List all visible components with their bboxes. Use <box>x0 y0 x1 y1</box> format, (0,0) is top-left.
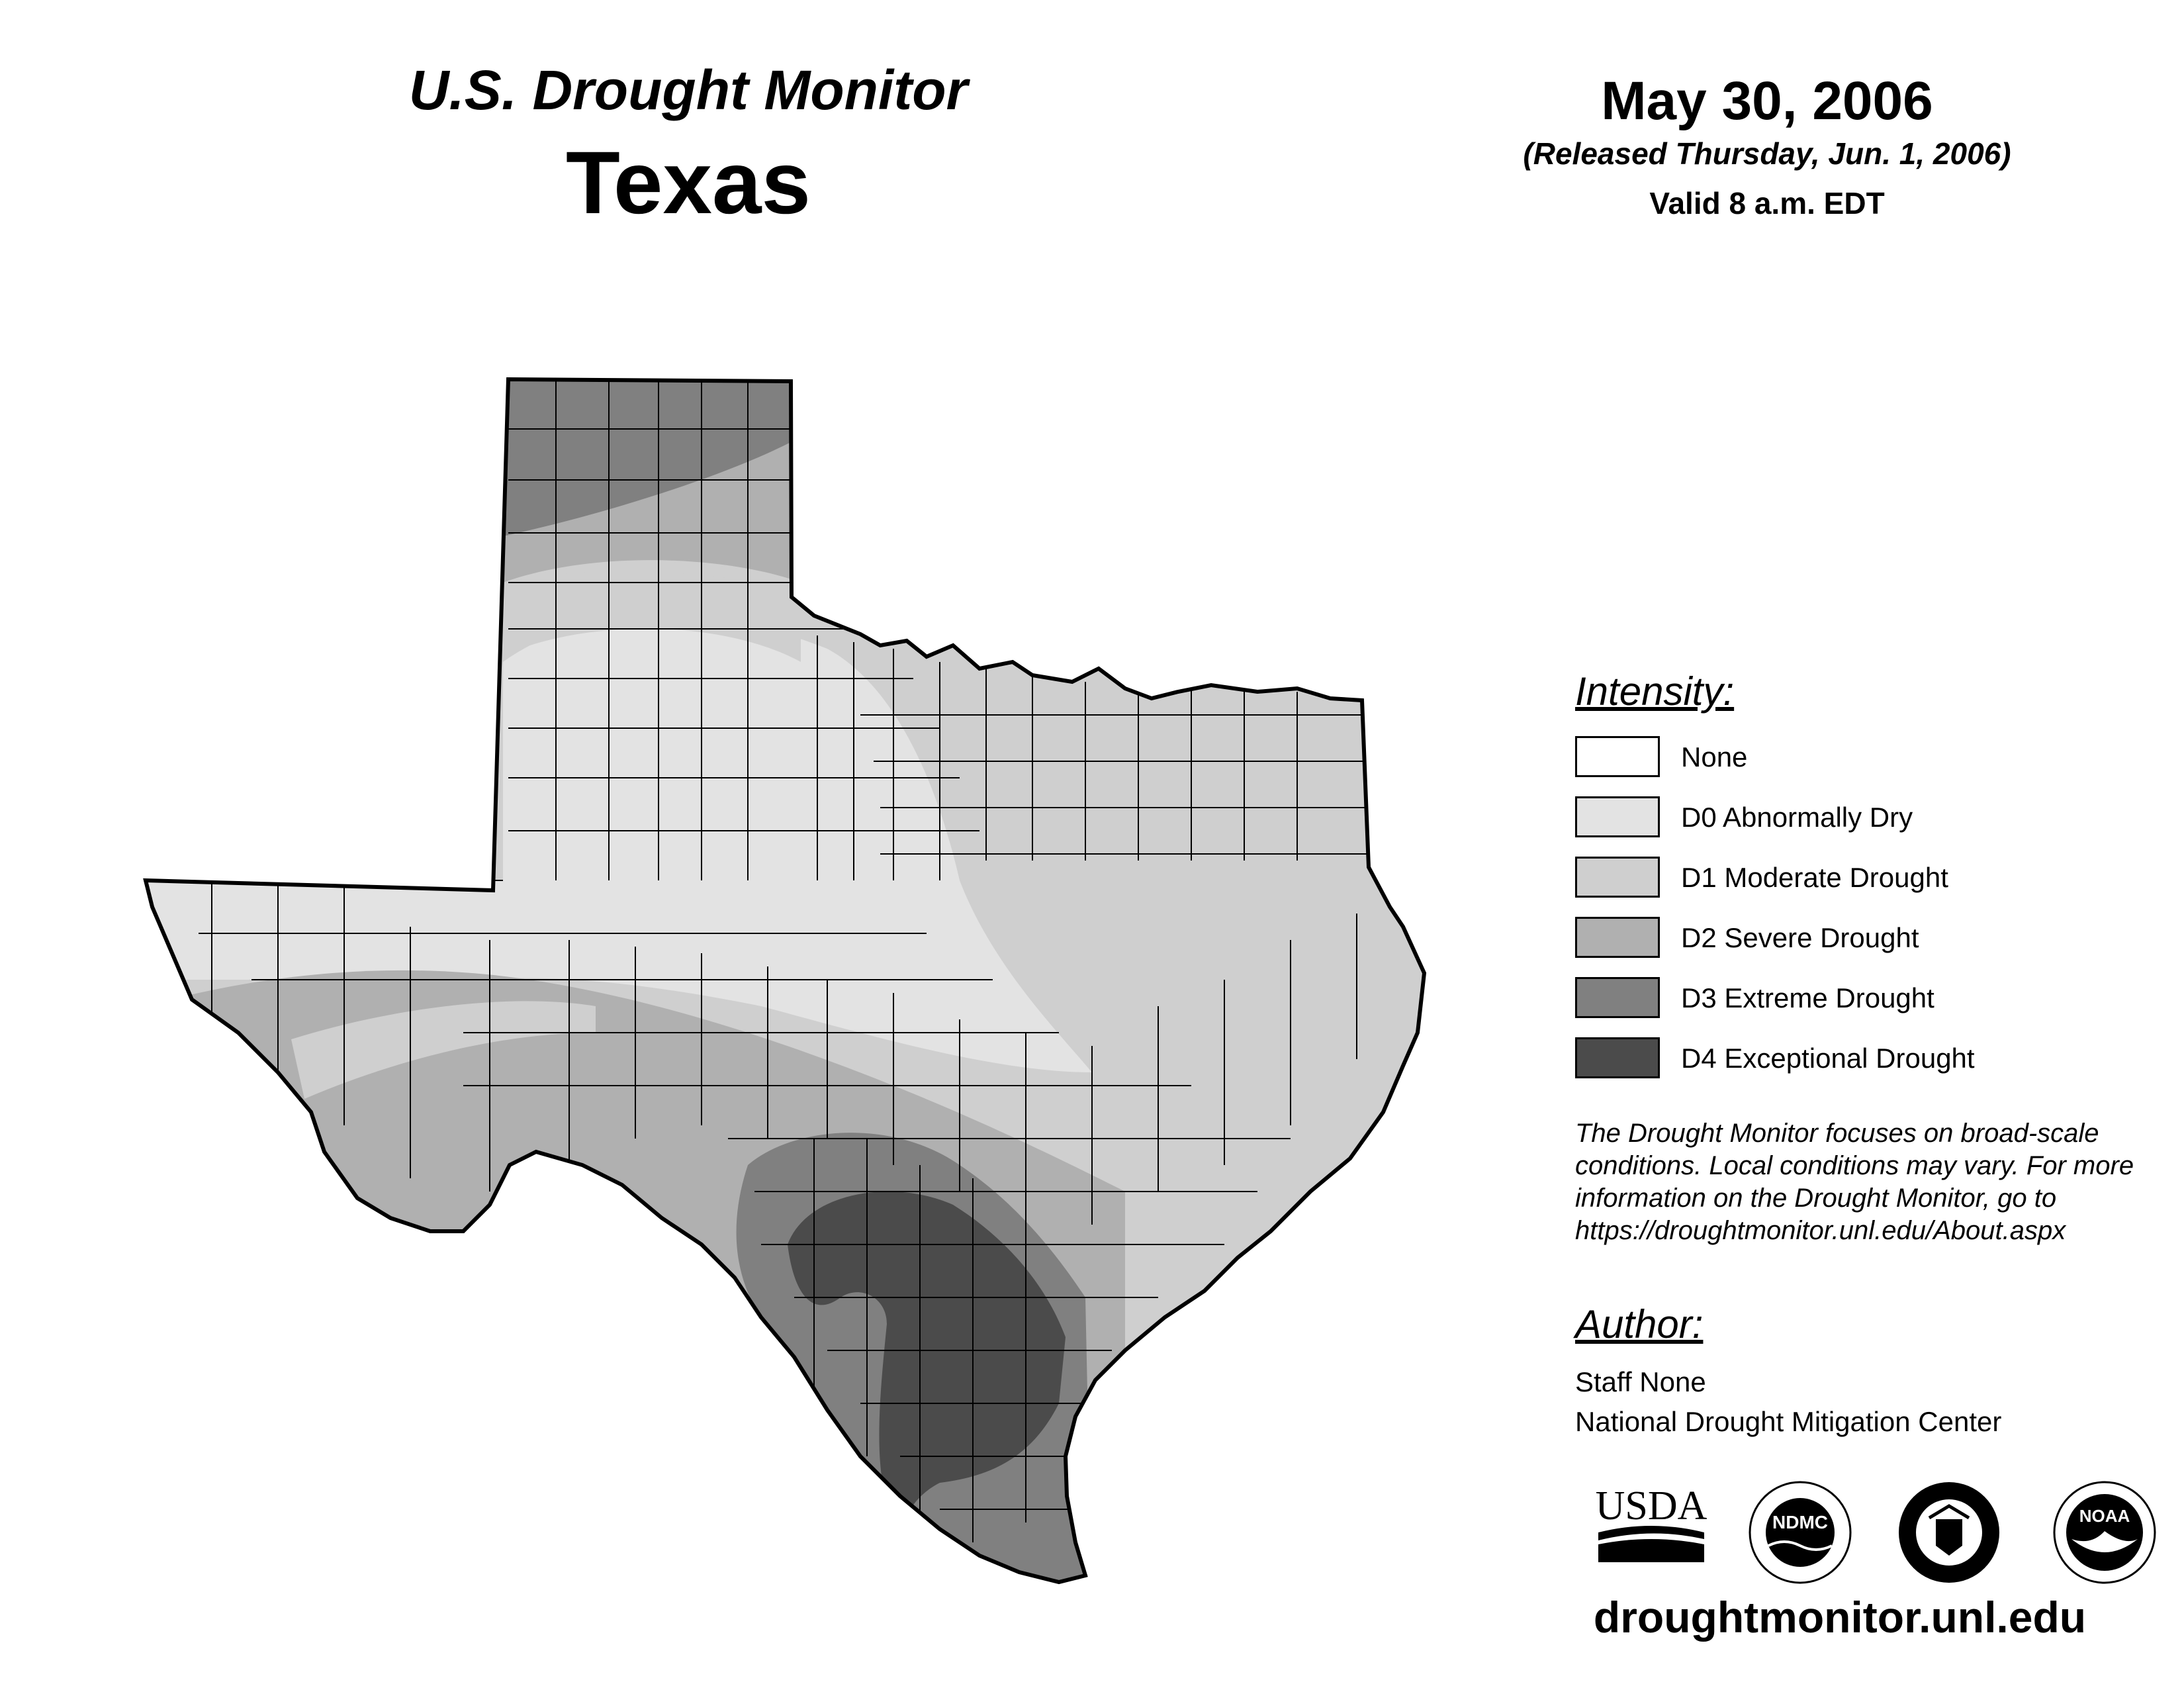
author-org: National Drought Mitigation Center <box>1575 1406 2002 1437</box>
legend-swatch <box>1575 917 1660 958</box>
commerce-logo <box>1896 1479 2002 1585</box>
legend-label: D0 Abnormally Dry <box>1681 802 1913 833</box>
legend-swatch <box>1575 796 1660 837</box>
legend-label: D1 Moderate Drought <box>1681 862 1948 893</box>
disclaimer-note: The Drought Monitor focuses on broad-sca… <box>1575 1119 2134 1245</box>
d1-area-west <box>291 1001 596 1099</box>
county-grid <box>152 379 1383 1542</box>
usda-logo-text: USDA <box>1596 1483 1707 1528</box>
website-url[interactable]: droughtmonitor.unl.edu <box>1593 1593 2087 1642</box>
ndmc-logo-text: NDMC <box>1772 1512 1828 1532</box>
legend-label: D3 Extreme Drought <box>1681 982 1934 1013</box>
release-date: (Released Thursday, Jun. 1, 2006) <box>1523 136 2011 171</box>
legend-swatch <box>1575 1037 1660 1078</box>
noaa-logo: NOAA <box>2052 1479 2158 1585</box>
author-name: Staff None <box>1575 1366 1706 1397</box>
d4-area-south <box>788 1192 1066 1529</box>
legend-swatch <box>1575 977 1660 1018</box>
map-subtitle: U.S. Drought Monitor <box>408 59 968 121</box>
noaa-logo-text: NOAA <box>2079 1506 2130 1526</box>
legend-title: Intensity: <box>1575 669 1735 714</box>
legend-swatch <box>1575 736 1660 777</box>
texas-drought-map <box>132 364 1449 1609</box>
usda-logo: USDA <box>1595 1479 1707 1585</box>
legend-label: None <box>1681 741 1748 773</box>
legend-swatch <box>1575 857 1660 898</box>
d1-area-panhandle <box>503 571 801 662</box>
valid-time: Valid 8 a.m. EDT <box>1649 186 1885 220</box>
author-title: Author: <box>1575 1302 1704 1346</box>
d0-area <box>146 616 1092 1072</box>
legend-label: D4 Exceptional Drought <box>1681 1043 1975 1074</box>
map-date: May 30, 2006 <box>1601 71 1933 131</box>
legend-label: D2 Severe Drought <box>1681 922 1919 953</box>
ndmc-logo: NDMC <box>1747 1479 1853 1585</box>
map-title: Texas <box>565 134 811 232</box>
d3-area-panhandle <box>503 379 801 536</box>
